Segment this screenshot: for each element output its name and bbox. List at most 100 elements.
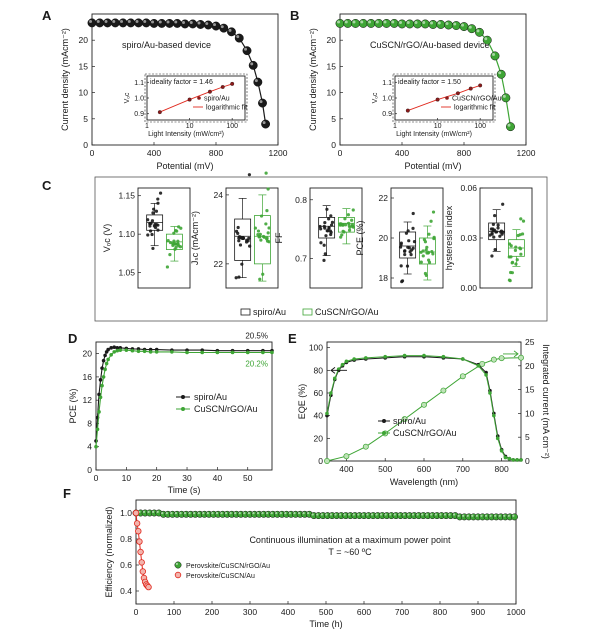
spiro-scatter-point [318, 224, 322, 229]
inset-y-tick-label: 0.9 [382, 111, 392, 118]
spiro-scatter-point [329, 232, 333, 237]
y-tick-label: 0.8 [295, 195, 307, 205]
eqe-point-1 [511, 458, 516, 462]
box-subplot-4-axes-frame [479, 187, 533, 289]
stability-point-cuscn-rgo-highlight [234, 512, 237, 515]
jv-data-point-highlight [120, 19, 123, 23]
jv-data-point [118, 18, 128, 28]
y-tick-label: 15 [79, 61, 89, 71]
spiro-scatter-point [329, 223, 334, 227]
x-tick-label: 10 [122, 473, 132, 483]
stability-point-cuscn-rgo-highlight [480, 514, 483, 517]
inset-legend-marker [197, 96, 201, 100]
cuscn-scatter-point [509, 255, 513, 259]
y2-tick-label: 10 [525, 408, 535, 418]
spiro-scatter-point [406, 229, 410, 233]
pce-point-1 [142, 349, 147, 354]
inset-data-point [478, 83, 483, 88]
y-axis-label: EQE (%) [297, 384, 307, 420]
annotation-spiro-pce: 20.5% [245, 332, 268, 341]
pce-point-1 [185, 350, 189, 355]
stability-point-cuscn-rgo-highlight [507, 514, 510, 517]
y-tick-label: 0.4 [120, 586, 132, 596]
spiro-scatter-point [156, 228, 160, 232]
cuscn-scatter-point [265, 237, 269, 241]
stability-point-cuscn-rgo-highlight [193, 512, 196, 515]
cuscn-scatter-point [430, 249, 434, 254]
panel-c-frame [94, 176, 548, 322]
legend-spiro-marker [181, 395, 185, 399]
stability-point-cuscn-rgo-highlight [389, 513, 392, 516]
y-axis-label: FF [274, 232, 284, 243]
stability-point-cuscn-rgo-highlight [325, 513, 328, 516]
spiro-scatter-point [234, 276, 238, 280]
cuscn-scatter-point [429, 219, 433, 223]
x-tick-label: 500 [319, 607, 333, 617]
integrated-current-point [440, 387, 447, 394]
legend-cuscn-swatch [302, 308, 313, 316]
x-tick-label: 400 [339, 464, 353, 474]
stability-point-cuscn-rgo-highlight [416, 513, 419, 516]
spiro-scatter-point [405, 264, 410, 268]
integrated-current-point [401, 416, 408, 423]
spiro-scatter-point [236, 231, 240, 235]
x-tick-label: 1200 [517, 148, 536, 158]
pce-point-1 [245, 350, 250, 355]
stability-point-cuscn-rgo-highlight [174, 512, 178, 515]
integrated-current-point [324, 458, 330, 464]
cuscn-scatter-point [339, 235, 343, 239]
legend-cuscn-label: Perovskite/CuSCN/Au [186, 573, 255, 580]
eqe-point-1 [519, 458, 523, 462]
eqe-point-1 [484, 373, 488, 377]
y-axis-label: PCE (%) [355, 220, 365, 255]
spiro-scatter-point [325, 229, 329, 233]
annotation-illumination: Continuous illumination at a maximum pow… [249, 535, 451, 545]
jv-data-point-highlight [158, 20, 162, 24]
eqe-point-1 [344, 359, 349, 364]
inset-y-tick-label: 1.1 [134, 80, 144, 87]
inset-legend-label: CuSCN/rGO/Au [452, 96, 502, 103]
jv-data-point-highlight [127, 19, 131, 23]
x-tick-label: 0 [94, 473, 99, 483]
pce-point-1 [101, 375, 106, 379]
stability-point-cuscn-rgo-highlight [329, 513, 333, 516]
inset-data-point [468, 86, 473, 91]
cuscn-scatter-point [431, 210, 436, 214]
pce-point-0 [112, 345, 117, 350]
jv-data-point-highlight [399, 21, 402, 24]
cuscn-scatter-point [342, 230, 346, 234]
cuscn-scatter-point [343, 217, 347, 221]
y-tick-label: 18 [379, 273, 389, 283]
eqe-point-1 [340, 362, 345, 367]
stability-point-cuscn [136, 538, 143, 545]
x-tick-label: 800 [209, 148, 223, 158]
jv-data-point [95, 18, 105, 28]
stability-point-cuscn-rgo-highlight [366, 513, 369, 516]
stability-point-cuscn-rgo-highlight [402, 513, 406, 516]
cuscn-scatter-point [266, 187, 270, 191]
spiro-scatter-point [237, 239, 241, 243]
spiro-scatter-point [499, 230, 503, 234]
annotation-temperature: T = ~60 ºC [328, 547, 372, 557]
jv-data-point [180, 19, 190, 29]
jv-data-point-highlight [174, 20, 178, 24]
legend-spiro-marker [382, 419, 386, 423]
cuscn-scatter-point [259, 214, 264, 218]
inset-x-tick-label: 10 [434, 123, 442, 130]
x-tick-label: 800 [457, 148, 471, 158]
stability-point-cuscn-rgo-highlight [439, 513, 442, 516]
pce-point-1 [94, 444, 98, 449]
eqe-point-1 [499, 449, 504, 453]
eqe-point-1 [515, 458, 519, 462]
stability-point-cuscn-rgo-highlight [448, 513, 451, 516]
cuscn-scatter-point [521, 219, 526, 223]
jv-data-point-highlight [96, 19, 100, 23]
jv-data-point [343, 18, 353, 28]
jv-data-point [405, 19, 415, 29]
stability-point-cuscn-rgo-highlight [457, 514, 460, 517]
stability-point-cuscn-rgo-highlight [165, 512, 168, 515]
jv-data-point-highlight [430, 21, 433, 25]
arrow-to-left-axis [330, 366, 347, 374]
cuscn-scatter-point [425, 251, 429, 255]
spiro-scatter-point [403, 252, 407, 257]
